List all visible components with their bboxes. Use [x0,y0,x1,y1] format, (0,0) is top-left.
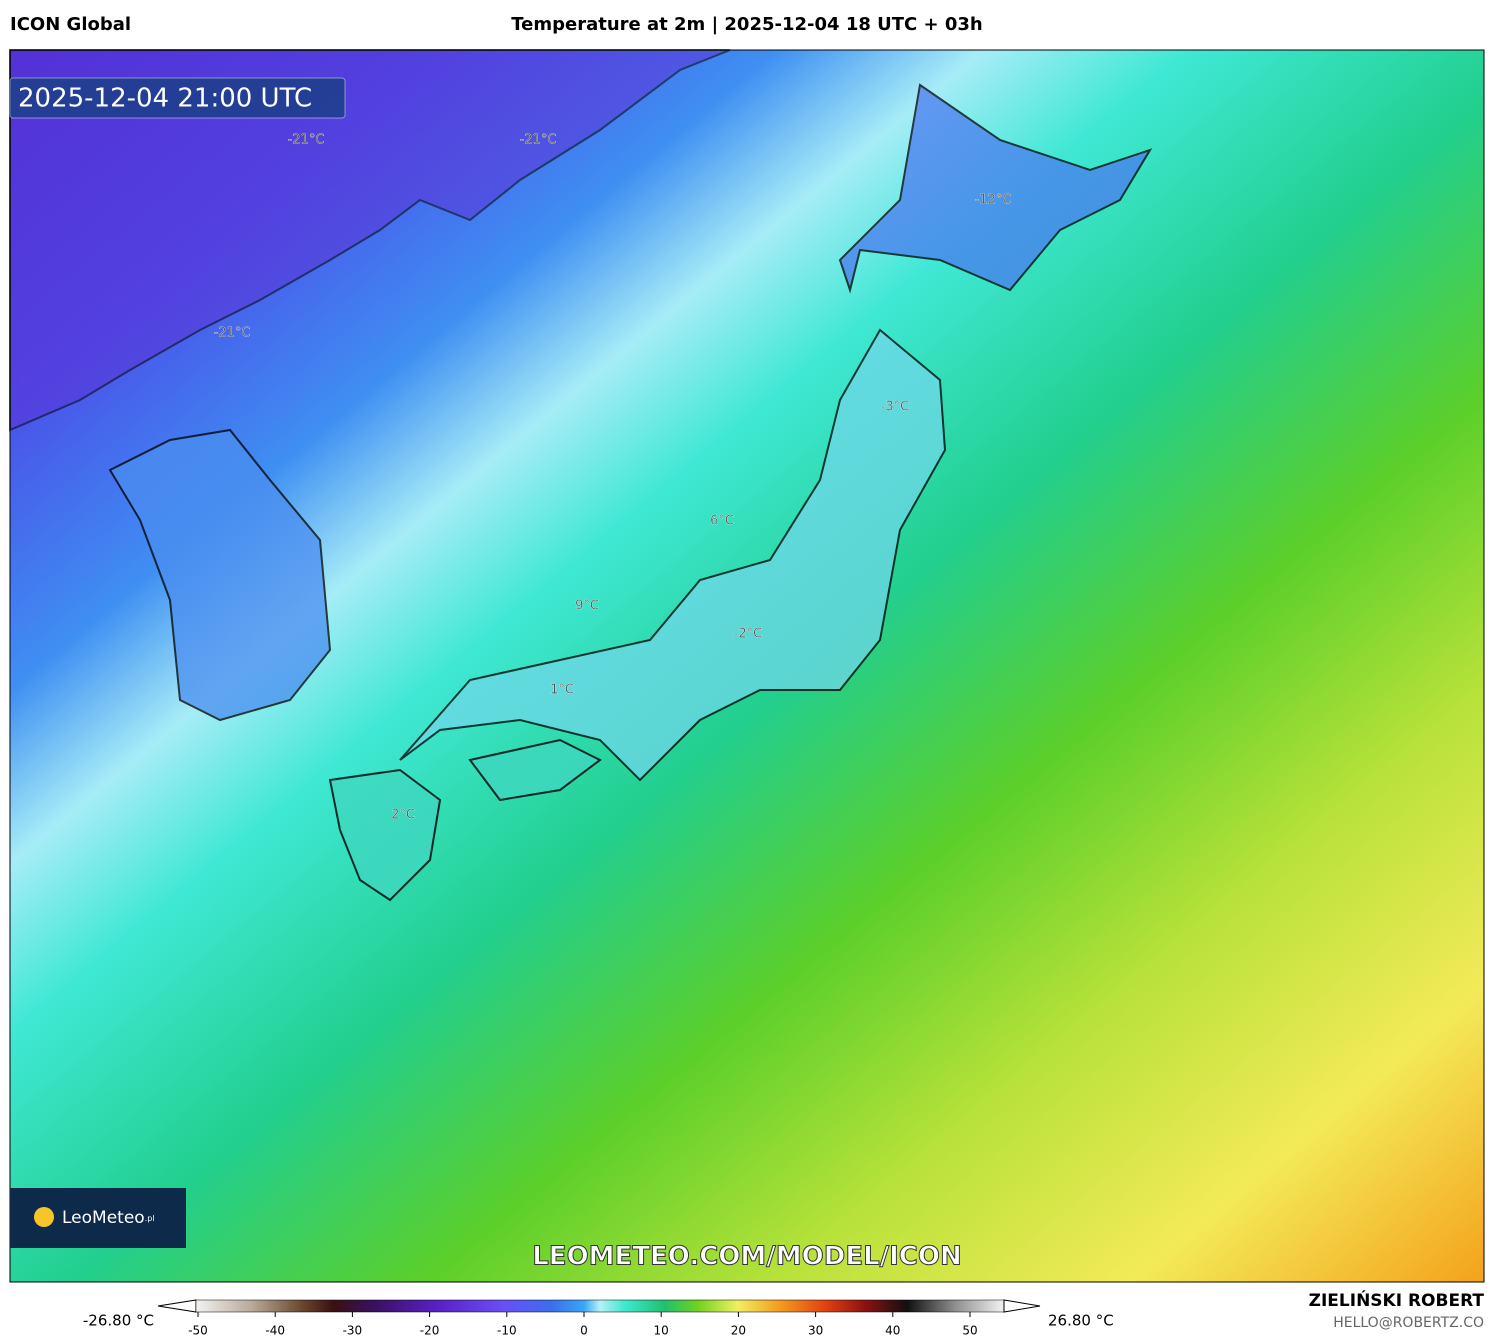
temperature-label: 1°C [550,683,574,698]
colorbar-tick-label: -30 [343,1324,363,1338]
continent [9,49,731,432]
temperature-label: -21°C [214,326,251,341]
kyushu [328,768,442,902]
temperature-label: 6°C [710,514,734,529]
author: ZIELIŃSKI ROBERT [1309,1289,1485,1311]
colorbar-max: 26.80 °C [1048,1312,1114,1330]
colorbar-tick-label: -20 [420,1324,440,1338]
temperature-label: -2°C [734,627,763,642]
temperature-label: -21°C [288,133,325,148]
temperature-label: 2°C [391,808,415,823]
colorbar: -26.80 °C 26.80 °C -50 -40 -30 -20 -10 0 10 20 3… [83,1299,1114,1338]
logo-text: LeoMeteo [62,1208,145,1228]
colorbar-tick-label: 20 [731,1324,746,1338]
temperature-labels: -21°C -21°C -12°C -21°C -3°C 6°C 9°C -2°C 1°C 2°C [213,132,1012,823]
map-title: Temperature at 2m | 2025-12-04 18 UTC + … [511,14,982,35]
colorbar-tick-label: -10 [497,1324,517,1338]
timestamp: 2025-12-04 21:00 UTC [18,84,312,114]
colorbar-tick-label: 40 [885,1324,900,1338]
korea [108,428,332,722]
logo-sun [34,1207,54,1227]
colorbar-high-arrow [1003,1299,1041,1313]
model-name: ICON Global [10,14,131,35]
contact: HELLO@ROBERTZ.CO [1333,1315,1484,1331]
map: 2025-12-04 21:00 UTC -21°C -21°C-12°C-21°… [9,49,1485,1283]
colorbar-tick-label: -50 [188,1324,208,1338]
colorbar-tick-label: -40 [265,1324,285,1338]
watermark: LEOMETEO.COM/MODEL/ICON [532,1242,962,1272]
temperature-label: -12°C [975,193,1012,208]
colorbar-bar [195,1299,1005,1313]
honshu [399,328,947,782]
colorbar-tick-label: 30 [808,1324,823,1338]
hokkaido [838,83,1153,294]
logo: LeoMeteo.pl [62,1208,155,1228]
colorbar-tick-label: 50 [962,1324,977,1338]
temperature-label: -3°C [881,400,910,415]
colorbar-tick-label: 0 [580,1324,588,1338]
shikoku [468,738,602,802]
colorbar-tick-label: 10 [654,1324,669,1338]
temperature-label: 9°C [575,599,599,614]
logo-suffix: .pl [145,1214,155,1223]
colorbar-low-arrow [157,1299,197,1313]
temperature-label: -21°C [520,133,557,148]
timestamp-box [9,77,346,119]
colorbar-min: -26.80 °C [83,1312,154,1330]
